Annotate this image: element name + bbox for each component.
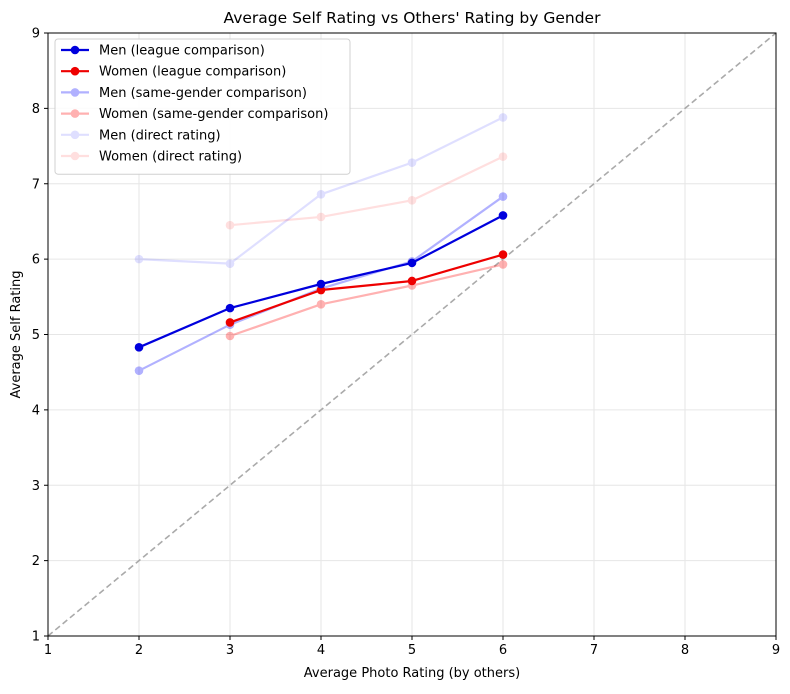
x-tick-label: 6 [499,643,507,658]
legend-label: Women (direct rating) [99,150,242,165]
reference-diagonal-line [47,32,777,637]
data-point [225,259,235,268]
y-tick-label: 7 [32,177,40,192]
data-point [407,196,417,205]
legend-swatch-marker [70,88,80,97]
legend-swatch-marker [70,45,80,55]
y-tick-label: 9 [32,27,40,42]
legend-item: Men (league comparison) [61,44,265,59]
data-point [407,258,417,268]
data-point [498,211,508,220]
legend-swatch [61,109,89,118]
x-tick-label: 5 [408,643,416,658]
legend-label: Men (direct rating) [99,128,221,143]
x-axis-ticks: 1 2 3 4 5 6 7 8 9 [44,636,780,658]
legend-item: Women (direct rating) [61,150,242,165]
series-4 [225,260,508,341]
data-point [407,276,417,286]
series-line [138,116,504,265]
data-point [134,343,144,352]
x-tick-label: 9 [772,643,780,658]
data-point [316,279,326,289]
series-2 [225,250,508,327]
legend-label: Men (league comparison) [99,44,265,59]
y-tick-label: 4 [32,403,40,418]
reference-line-group [47,32,777,637]
data-point [316,300,326,309]
series-group [134,113,508,375]
x-tick-label: 2 [135,643,143,658]
data-point [225,331,235,341]
y-tick-label: 2 [32,554,40,569]
legend-item: Women (league comparison) [61,65,286,80]
data-point [225,220,235,230]
legend-swatch-marker [70,109,80,118]
legend-swatch [61,45,89,55]
legend-label: Women (same-gender comparison) [99,107,328,122]
data-point [316,212,326,222]
y-tick-label: 6 [32,253,40,268]
series-6 [225,152,508,230]
data-point [225,318,235,327]
chart-title: Average Self Rating vs Others' Rating by… [224,9,602,27]
series-line [229,263,504,338]
legend-swatch [61,66,89,76]
legend-item: Men (same-gender comparison) [61,86,307,101]
series-line [229,155,504,227]
data-point [316,285,326,295]
legend-item: Men (direct rating) [61,128,221,143]
y-tick-label: 1 [32,630,40,645]
x-tick-label: 1 [44,643,52,658]
data-point [498,250,508,259]
series-5 [134,113,508,268]
x-axis-title: Average Photo Rating (by others) [304,666,520,681]
y-tick-label: 5 [32,328,40,343]
data-point [225,303,235,313]
legend-item: Women (same-gender comparison) [61,107,328,122]
legend-swatch [61,151,89,161]
y-tick-label: 8 [32,102,40,117]
legend-swatch-marker [70,151,80,161]
legend-label: Women (league comparison) [99,65,286,80]
data-point [316,190,326,199]
data-point [498,192,508,201]
x-tick-label: 7 [590,643,598,658]
data-point [134,254,144,264]
y-axis-title: Average Self Rating [9,270,24,398]
data-point [134,366,144,375]
legend-swatch-marker [70,130,80,140]
series-1 [134,211,508,352]
x-tick-label: 4 [317,643,325,658]
legend-swatch-marker [70,66,80,76]
legend-box [54,38,351,175]
data-point [498,152,508,161]
data-point [407,158,417,167]
legend-swatch [61,88,89,97]
data-point [498,260,508,269]
x-tick-label: 3 [226,643,234,658]
legend-label: Men (same-gender comparison) [99,86,307,101]
legend-swatch [61,130,89,140]
y-tick-label: 3 [32,479,40,494]
x-tick-label: 8 [681,643,689,658]
data-point [498,113,508,122]
legend: Men (league comparison) Women (league com… [54,38,351,175]
y-axis-ticks: 1 2 3 4 5 6 7 8 9 [32,27,48,645]
series-line [229,253,504,324]
